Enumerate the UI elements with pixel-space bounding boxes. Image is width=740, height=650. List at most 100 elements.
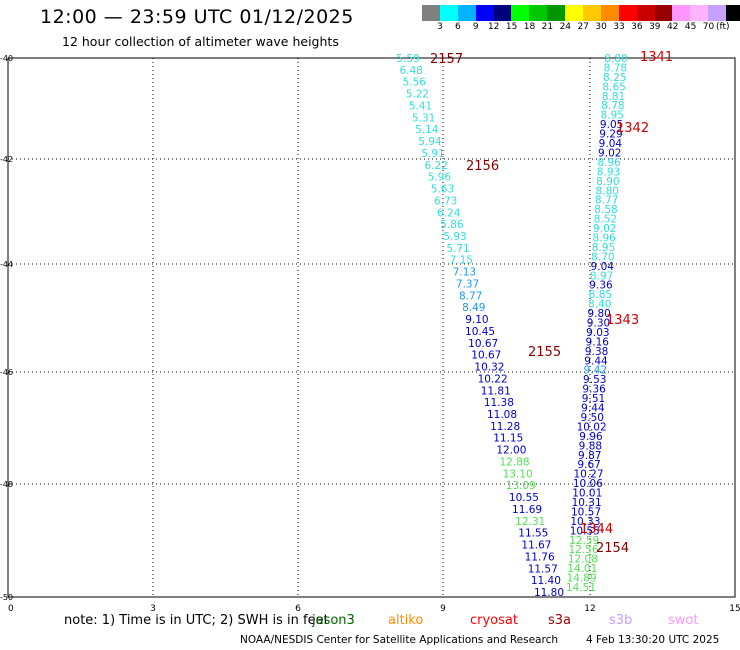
swh-value-ascending: 8.96 [597, 157, 621, 169]
swh-value-descending: 10.67 [471, 350, 501, 362]
swh-value-descending: 7.15 [450, 255, 473, 267]
swh-value-descending: 13.10 [503, 468, 533, 480]
color-scale-tick: 18 [523, 22, 536, 32]
color-swatch [529, 5, 548, 21]
x-tick-label: 9 [440, 604, 446, 614]
x-tick-label: 12 [584, 604, 595, 614]
page-title: 12:00 — 23:59 UTC 01/12/2025 [40, 6, 354, 28]
swh-value-descending: 5.22 [406, 89, 429, 101]
swh-value-descending: 6.24 [437, 207, 461, 219]
swh-value-ascending: 9.38 [585, 346, 608, 358]
swh-value-descending: 6.73 [434, 195, 457, 207]
swh-value-ascending: 9.36 [582, 384, 606, 396]
swh-value-ascending: 8.78 [604, 62, 627, 74]
swh-value-ascending: 10.02 [577, 421, 607, 433]
swh-value-ascending: 8.97 [590, 270, 613, 282]
color-swatch [654, 5, 673, 21]
swh-value-descending: 10.45 [465, 326, 495, 338]
x-tick-label: 15 [729, 604, 740, 614]
color-swatch [690, 5, 709, 21]
color-swatch [475, 5, 494, 21]
swh-value-ascending: 9.50 [581, 412, 604, 424]
swh-value-descending: 10.67 [468, 338, 498, 350]
pass-number-label: 1342 [616, 121, 649, 136]
swh-value-ascending: 9.87 [578, 450, 601, 462]
footnote: note: 1) Time is in UTC; 2) SWH is in fe… [64, 613, 329, 628]
swh-value-descending: 11.40 [531, 575, 561, 587]
swh-value-descending: 5.63 [431, 184, 454, 196]
swh-value-descending: 12.00 [496, 445, 526, 457]
swh-value-descending: 6.22 [425, 160, 448, 172]
swh-value-ascending: 9.42 [584, 365, 607, 377]
color-swatch [636, 5, 655, 21]
mission-legend-item: swot [668, 613, 699, 628]
swh-value-ascending: 12.59 [569, 535, 599, 547]
swh-value-ascending: 8.80 [604, 53, 627, 65]
color-scale-unit: (ft) [716, 22, 730, 32]
pass-number-label: 1343 [606, 313, 639, 328]
swh-value-descending: 11.69 [512, 504, 542, 516]
color-swatch [583, 5, 601, 21]
swh-value-ascending: 9.96 [579, 431, 603, 443]
color-swatch [708, 5, 727, 21]
swh-value-ascending: 10.55 [570, 525, 600, 537]
color-swatch [547, 5, 566, 21]
swh-value-ascending: 9.53 [583, 374, 606, 386]
mission-legend-item: s3a [548, 613, 572, 628]
color-swatch [600, 5, 619, 21]
swh-value-ascending: 8.90 [596, 176, 619, 188]
color-scale-tick: 27 [577, 22, 589, 32]
swh-value-descending: 11.15 [493, 433, 523, 445]
swh-value-ascending: 8.70 [591, 251, 614, 263]
y-tick-label: -48 [0, 480, 13, 489]
swh-value-descending: 11.08 [487, 409, 517, 421]
swh-value-descending: 5.56 [403, 77, 427, 89]
color-scale-tick: 70 [702, 22, 715, 32]
color-scale-tick: 42 [666, 22, 679, 32]
swh-value-ascending: 9.36 [589, 280, 613, 292]
swh-value-descending: 6.48 [399, 65, 422, 77]
swh-value-ascending: 8.95 [592, 242, 615, 254]
swh-value-descending: 13.09 [506, 480, 536, 492]
swh-value-ascending: 9.30 [587, 318, 610, 330]
swh-value-ascending: 8.78 [601, 100, 624, 112]
color-scale-bar [422, 5, 740, 21]
swh-value-descending: 5.59 [396, 53, 419, 65]
swh-value-descending: 5.31 [412, 112, 435, 124]
color-scale-tick: 6 [455, 22, 461, 32]
swh-value-descending: 9.10 [465, 314, 488, 326]
swh-value-ascending: 8.93 [597, 166, 620, 178]
x-tick-label: 0 [8, 604, 14, 614]
swh-value-ascending: 8.81 [602, 91, 625, 103]
color-scale-tick: 45 [684, 22, 697, 32]
pass-number-label: 2154 [596, 541, 629, 556]
color-scale-tick: 30 [595, 22, 607, 32]
y-tick-label: -40 [0, 54, 13, 63]
swh-value-ascending: 8.25 [603, 72, 626, 84]
swh-value-descending: 5.91 [421, 148, 444, 160]
color-scale-tick: 15 [505, 22, 518, 32]
swh-value-ascending: 9.29 [599, 129, 622, 141]
x-tick-label: 3 [150, 604, 156, 614]
swh-value-ascending: 10.06 [573, 478, 603, 490]
swh-value-ascending: 9.67 [577, 459, 600, 471]
color-swatch [726, 5, 740, 21]
pass-number-label: 2155 [528, 345, 561, 360]
swh-value-ascending: 9.88 [579, 440, 602, 452]
color-swatch [439, 5, 458, 21]
x-tick-label: 6 [295, 604, 301, 614]
swh-value-descending: 12.88 [500, 456, 530, 468]
mission-legend-item: cryosat [470, 613, 518, 628]
swh-value-descending: 11.55 [518, 528, 548, 540]
swh-value-ascending: 8.77 [595, 195, 618, 207]
swh-value-ascending: 10.33 [570, 516, 600, 528]
swh-value-ascending: 10.01 [572, 488, 602, 500]
swh-value-ascending: 8.80 [596, 185, 619, 197]
swh-value-ascending: 9.04 [599, 138, 623, 150]
swh-value-ascending: 12.08 [568, 554, 598, 566]
swh-value-ascending: 8.58 [594, 204, 617, 216]
swh-value-ascending: 10.31 [572, 497, 602, 509]
swh-value-ascending: 14.89 [567, 573, 597, 585]
swh-value-descending: 5.14 [415, 124, 439, 136]
